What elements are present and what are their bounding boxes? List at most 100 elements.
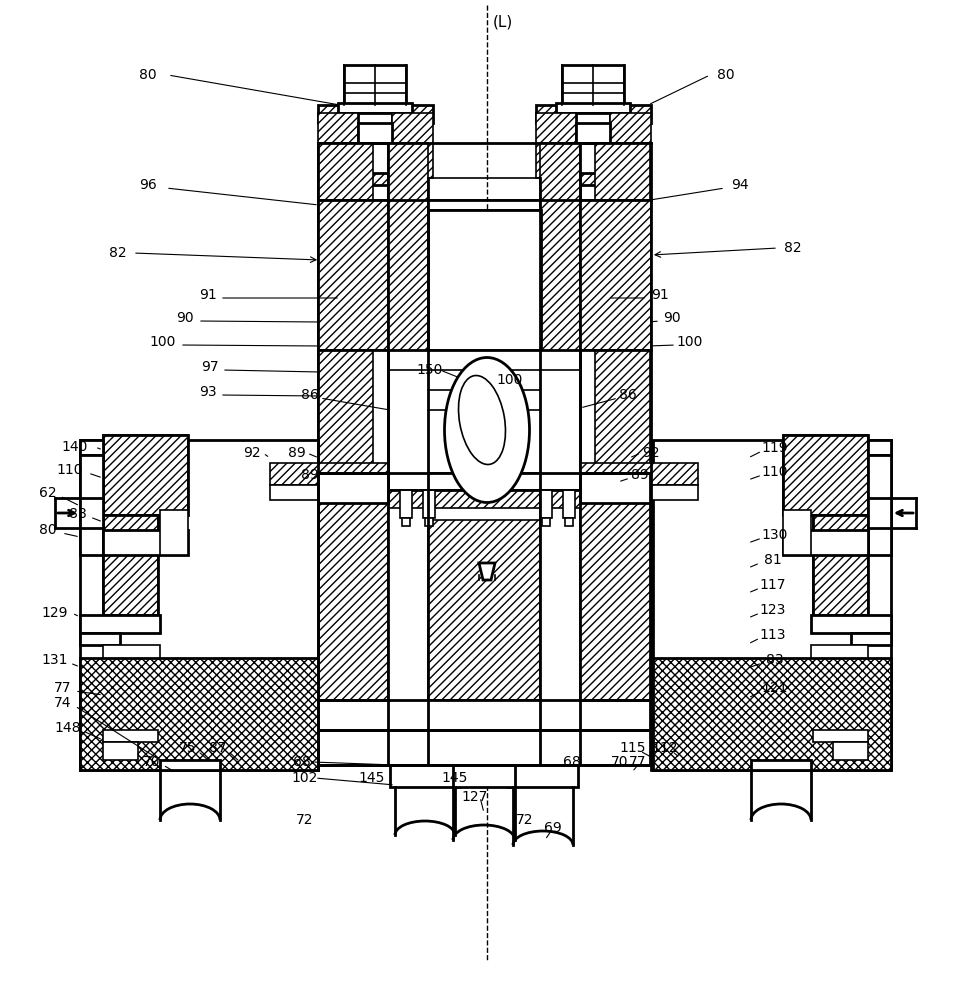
Text: 131: 131 [42, 653, 68, 667]
Bar [653, 658, 891, 770]
Bar [508, 765, 578, 787]
Text: 70: 70 [143, 755, 161, 769]
Ellipse shape [445, 358, 529, 502]
Bar [425, 518, 433, 526]
Text: 110: 110 [56, 463, 84, 477]
Bar [479, 508, 495, 563]
Bar [580, 473, 650, 503]
Bar [338, 103, 412, 113]
Bar [783, 435, 868, 515]
Bar [344, 65, 406, 105]
Bar [783, 510, 811, 555]
Bar [751, 760, 811, 770]
Bar [388, 732, 580, 747]
Text: 113: 113 [760, 628, 786, 642]
Text: 86: 86 [301, 388, 319, 402]
Bar [536, 105, 651, 123]
Bar [318, 700, 650, 732]
Text: 80: 80 [39, 523, 56, 537]
Bar [80, 633, 120, 645]
Text: 150: 150 [416, 363, 443, 377]
Bar [580, 200, 651, 350]
Bar [392, 113, 433, 178]
Bar [358, 123, 392, 143]
Bar [103, 530, 188, 555]
Bar [103, 435, 188, 515]
Bar [570, 143, 606, 173]
Bar [400, 490, 412, 518]
Ellipse shape [458, 376, 506, 464]
Bar [318, 490, 650, 725]
Bar [428, 210, 541, 473]
Bar [318, 105, 433, 123]
Text: 92: 92 [642, 446, 660, 460]
Bar [270, 485, 388, 500]
Text: 72: 72 [517, 813, 534, 827]
Bar [318, 113, 358, 178]
Text: 121: 121 [762, 681, 788, 695]
Text: 92: 92 [243, 446, 261, 460]
Bar [868, 455, 891, 555]
Text: 129: 129 [42, 606, 68, 620]
Text: 91: 91 [199, 288, 217, 302]
Text: 91: 91 [651, 288, 668, 302]
Text: 100: 100 [497, 373, 523, 387]
Text: 62: 62 [39, 486, 56, 500]
Bar [423, 490, 435, 518]
Bar [80, 658, 318, 770]
Text: 75: 75 [179, 741, 197, 755]
Bar [388, 350, 580, 520]
Bar [160, 760, 220, 770]
Text: 130: 130 [762, 528, 788, 542]
Bar [813, 515, 868, 615]
Text: 119: 119 [762, 441, 788, 455]
Bar [103, 435, 188, 515]
Polygon shape [479, 563, 495, 580]
Bar [580, 143, 650, 203]
Bar [80, 615, 160, 633]
Text: 110: 110 [762, 465, 788, 479]
Text: 127: 127 [462, 790, 488, 804]
Bar [103, 645, 160, 660]
Bar [160, 510, 188, 555]
Text: 69: 69 [544, 821, 561, 835]
Bar [318, 730, 650, 765]
Bar [562, 65, 624, 105]
Bar [565, 518, 573, 526]
Bar [390, 765, 460, 787]
Bar [563, 490, 575, 518]
Bar [402, 518, 410, 526]
Bar [80, 498, 103, 528]
Text: 89: 89 [288, 446, 306, 460]
Bar [868, 498, 891, 528]
Text: 86: 86 [619, 388, 637, 402]
Bar [833, 742, 868, 760]
Text: 148: 148 [54, 721, 82, 735]
Text: 77: 77 [54, 681, 72, 695]
Bar [453, 765, 515, 787]
Bar [80, 455, 103, 555]
Text: 112: 112 [652, 741, 678, 755]
Bar [542, 518, 550, 526]
Bar [318, 143, 388, 203]
Bar [576, 113, 610, 143]
Bar [595, 143, 650, 473]
Bar [610, 113, 651, 178]
Text: 123: 123 [760, 603, 786, 617]
Text: 81: 81 [764, 553, 782, 567]
Bar [318, 143, 373, 473]
Bar [80, 440, 103, 455]
Bar [103, 730, 158, 742]
Text: 82: 82 [109, 246, 126, 260]
Text: 88: 88 [69, 507, 87, 521]
Text: 145: 145 [359, 771, 385, 785]
Bar [80, 440, 318, 770]
Text: 89: 89 [301, 468, 319, 482]
Bar [813, 730, 868, 742]
Text: 97: 97 [201, 360, 219, 374]
Bar [580, 485, 698, 500]
Bar [653, 440, 891, 770]
Bar [103, 515, 158, 615]
Bar [103, 515, 158, 615]
Text: 74: 74 [54, 696, 72, 710]
